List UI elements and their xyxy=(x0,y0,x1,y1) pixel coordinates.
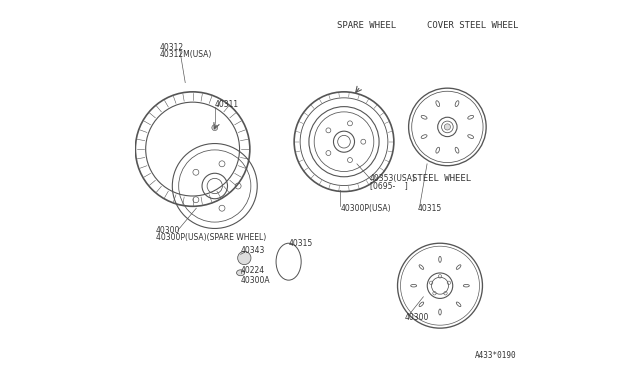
Text: 40311: 40311 xyxy=(215,100,239,109)
Text: 40343: 40343 xyxy=(241,246,265,255)
Circle shape xyxy=(237,251,251,264)
Text: 40312: 40312 xyxy=(159,43,184,52)
Text: 40315: 40315 xyxy=(289,239,313,248)
Text: [0695-    ]: [0695- ] xyxy=(370,182,408,190)
Text: 40353(USA): 40353(USA) xyxy=(370,174,416,183)
Text: COVER STEEL WHEEL: COVER STEEL WHEEL xyxy=(427,21,518,30)
Text: 40300: 40300 xyxy=(405,312,429,321)
Text: STEEL WHEEL: STEEL WHEEL xyxy=(412,174,472,183)
Text: 40315: 40315 xyxy=(418,203,442,213)
Ellipse shape xyxy=(237,270,244,276)
Text: 40300A: 40300A xyxy=(241,276,270,285)
Text: A433*0190: A433*0190 xyxy=(475,351,516,360)
Text: 40300: 40300 xyxy=(156,226,180,235)
Text: 40224: 40224 xyxy=(241,266,265,275)
Circle shape xyxy=(444,124,451,130)
Text: 40300P(USA): 40300P(USA) xyxy=(340,203,391,213)
Text: 40312M(USA): 40312M(USA) xyxy=(159,51,212,60)
Circle shape xyxy=(212,125,218,131)
Text: SPARE WHEEL: SPARE WHEEL xyxy=(337,21,396,30)
Text: 40300P(USA)(SPARE WHEEL): 40300P(USA)(SPARE WHEEL) xyxy=(156,233,266,242)
